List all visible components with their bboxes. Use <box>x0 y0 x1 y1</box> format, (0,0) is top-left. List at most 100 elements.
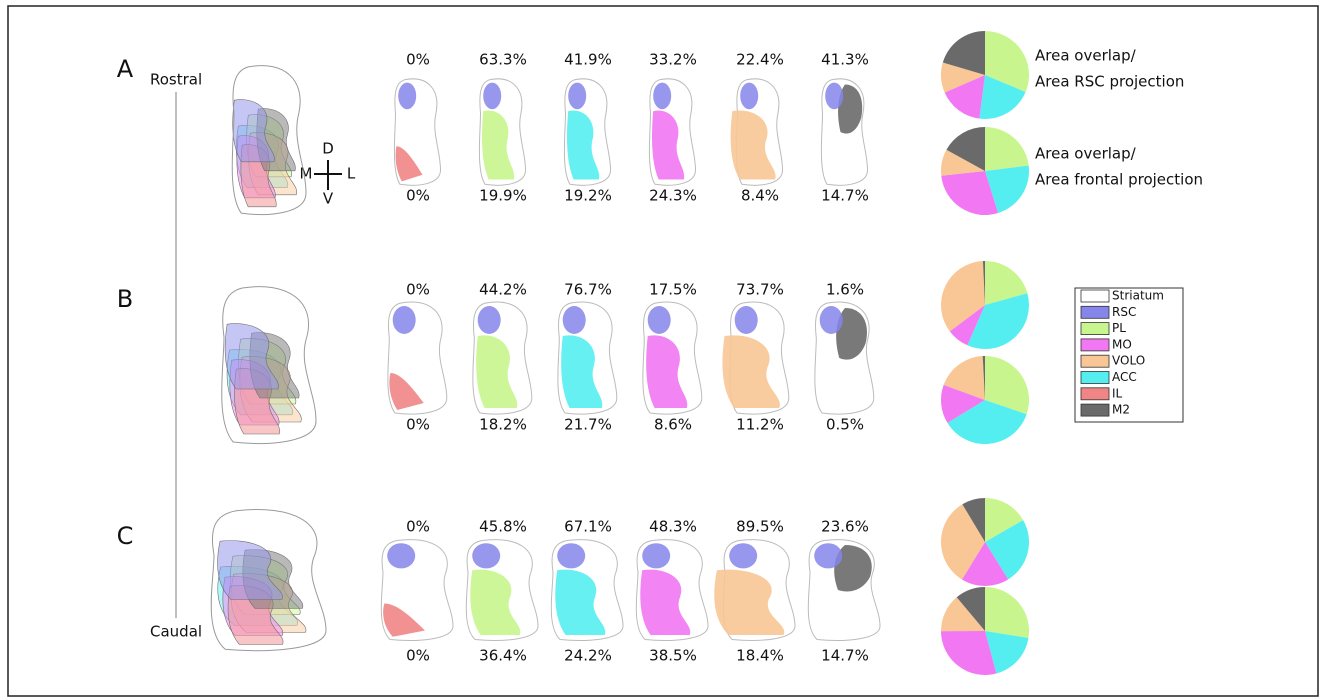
rostral-label: Rostral <box>150 71 202 89</box>
overlap-top: 73.7% <box>736 281 784 299</box>
overlap-bottom: 14.7% <box>821 647 869 665</box>
pie-slice <box>941 149 985 176</box>
legend-swatch <box>1080 403 1110 417</box>
pie-slice <box>941 631 997 675</box>
rsc-region <box>814 543 843 569</box>
pie-slice <box>985 587 1029 638</box>
rsc-region <box>647 306 671 334</box>
pie-slice <box>985 498 1024 542</box>
overlap-top: 76.7% <box>564 281 612 299</box>
composite-outline <box>231 65 307 215</box>
projection-region <box>836 308 867 360</box>
overlap-top: 48.3% <box>649 518 697 536</box>
slice <box>814 301 875 415</box>
compass-m: M <box>300 165 313 183</box>
overlap-bottom: 0% <box>406 416 430 434</box>
overlap-bottom: 0% <box>406 187 430 205</box>
legend-swatch <box>1080 387 1110 401</box>
pie-slice <box>942 31 985 75</box>
pie-label: Area overlap/ <box>1035 47 1137 65</box>
overlap-top: 0% <box>406 518 430 536</box>
overlap-bottom: 38.5% <box>649 647 697 665</box>
slice <box>550 539 624 641</box>
slice <box>393 78 442 186</box>
projection-region <box>722 335 780 408</box>
pie-slice <box>985 165 1029 214</box>
panel-letter: C <box>117 522 134 550</box>
slice <box>557 301 618 415</box>
overlap-top: 63.3% <box>479 51 527 69</box>
overlap-top: 41.3% <box>821 51 869 69</box>
legend-label: PL <box>1112 321 1126 335</box>
panel-letter: A <box>117 55 134 83</box>
pie-slice <box>985 520 1029 580</box>
pie-slice <box>941 384 985 423</box>
overlap-bottom: 19.9% <box>479 187 527 205</box>
projection-region <box>389 373 424 410</box>
composite-slice <box>231 65 307 215</box>
rsc-region <box>568 82 587 110</box>
projection-region <box>476 335 518 408</box>
slice <box>807 539 881 641</box>
pie-slice <box>946 127 985 171</box>
pie-label: Area overlap/ <box>1035 145 1137 163</box>
frame <box>7 5 1319 697</box>
slice <box>478 78 527 186</box>
pie-slice <box>985 31 1030 93</box>
pie-slice <box>940 261 985 332</box>
pie-label: Area frontal projection <box>1035 171 1203 189</box>
overlap-top: 23.6% <box>821 518 869 536</box>
rsc-region <box>825 82 844 110</box>
slice <box>465 539 539 641</box>
overlap-bottom: 8.4% <box>741 187 779 205</box>
composite-region <box>229 359 280 426</box>
slice <box>563 78 612 186</box>
rsc-region <box>387 543 416 569</box>
composite-region <box>230 573 307 633</box>
legend-swatch <box>1080 371 1110 384</box>
legend-label: IL <box>1112 386 1123 400</box>
projection-region <box>838 84 863 134</box>
legend-label: Striatum <box>1112 289 1164 303</box>
composite-region <box>242 549 304 609</box>
composite-region <box>238 338 297 405</box>
composite-region <box>240 144 277 208</box>
rsc-region <box>483 82 502 110</box>
overlap-bottom: 36.4% <box>479 647 527 665</box>
pie-slice <box>985 356 1029 415</box>
overlap-top: 89.5% <box>736 518 784 536</box>
pie-slice <box>941 171 999 215</box>
composite-region <box>249 332 300 399</box>
pie-slice <box>967 293 1030 349</box>
composite-region <box>232 99 275 163</box>
pie-slice <box>982 261 985 305</box>
overlap-top: 22.4% <box>736 51 784 69</box>
overlap-bottom: 0% <box>406 647 430 665</box>
rsc-region <box>819 306 843 334</box>
slice <box>714 539 796 641</box>
rsc-region <box>392 306 416 334</box>
overlap-top: 41.9% <box>564 51 612 69</box>
pie-slice <box>985 261 1028 305</box>
slice <box>635 539 709 641</box>
overlap-top: 67.1% <box>564 518 612 536</box>
overlap-bottom: 24.2% <box>564 647 612 665</box>
composite-region <box>217 566 299 626</box>
legend-label: RSC <box>1112 305 1136 319</box>
rsc-region <box>740 82 759 110</box>
composite-outline <box>221 286 317 444</box>
pie-slice <box>949 305 985 346</box>
pie-label: Area RSC projection <box>1035 73 1184 91</box>
legend-label: MO <box>1112 337 1132 351</box>
pie-slice <box>947 400 1027 445</box>
pie-slice <box>956 587 985 631</box>
slice <box>380 539 454 641</box>
pie-slice <box>979 75 1026 119</box>
legend-label: ACC <box>1112 370 1137 384</box>
projection-region <box>555 569 606 635</box>
overlap-bottom: 21.7% <box>564 416 612 434</box>
slice <box>642 301 703 415</box>
pie-slice <box>944 75 985 119</box>
